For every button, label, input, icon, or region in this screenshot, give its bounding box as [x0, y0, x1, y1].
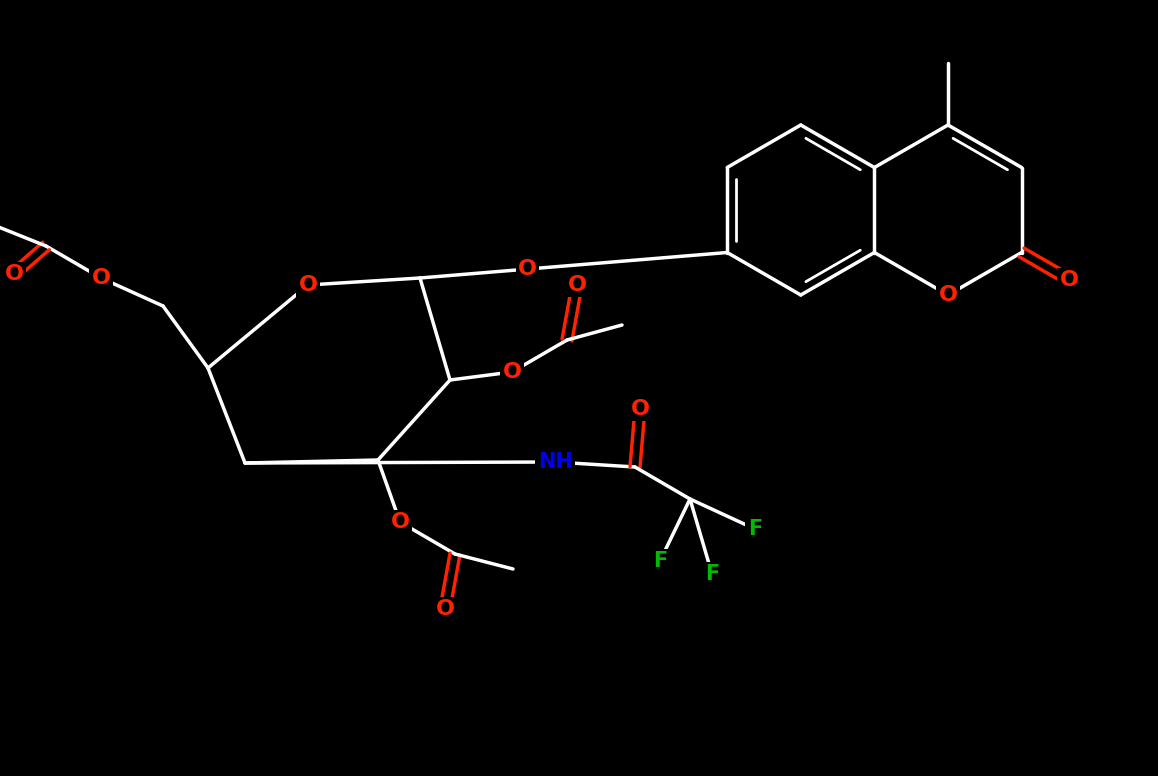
Text: O: O [1060, 270, 1079, 290]
Text: O: O [518, 259, 537, 279]
Text: O: O [299, 275, 317, 295]
Text: O: O [938, 285, 958, 305]
Text: O: O [390, 512, 410, 532]
Text: NH: NH [537, 452, 572, 472]
Text: O: O [91, 268, 110, 288]
Text: O: O [435, 599, 454, 619]
Text: F: F [748, 519, 762, 539]
Text: O: O [5, 264, 23, 284]
Text: F: F [705, 564, 719, 584]
Text: F: F [653, 551, 667, 571]
Text: O: O [503, 362, 521, 382]
Text: O: O [630, 399, 650, 419]
Text: O: O [567, 275, 586, 295]
